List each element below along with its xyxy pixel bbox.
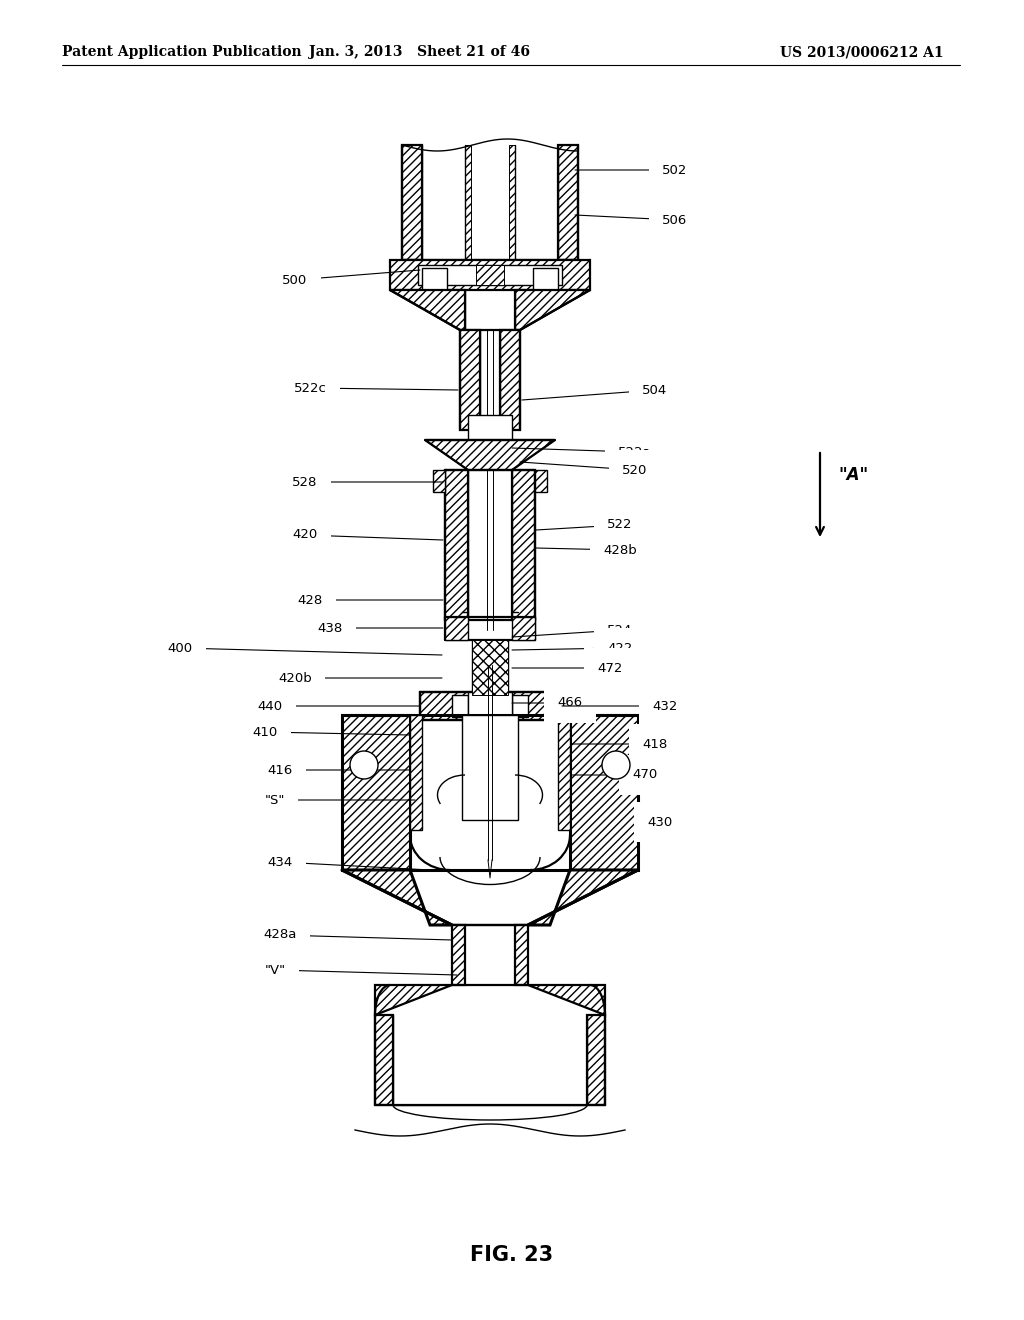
Polygon shape <box>512 616 535 640</box>
Polygon shape <box>528 870 638 925</box>
Text: 524: 524 <box>512 623 633 638</box>
Text: Patent Application Publication: Patent Application Publication <box>62 45 302 59</box>
Polygon shape <box>445 616 468 640</box>
Text: 434: 434 <box>267 855 430 870</box>
Polygon shape <box>468 692 512 719</box>
Text: 440: 440 <box>257 700 420 713</box>
Text: FIG. 23: FIG. 23 <box>470 1245 554 1265</box>
Polygon shape <box>558 145 578 260</box>
Polygon shape <box>534 268 558 290</box>
Text: 502: 502 <box>575 164 688 177</box>
Text: 432: 432 <box>562 700 678 713</box>
Text: "S": "S" <box>265 793 415 807</box>
Text: "A": "A" <box>838 466 868 484</box>
Polygon shape <box>528 985 605 1015</box>
Text: 400: 400 <box>168 642 442 655</box>
Circle shape <box>602 751 630 779</box>
Polygon shape <box>342 715 410 870</box>
Polygon shape <box>433 470 445 492</box>
Text: 420: 420 <box>293 528 443 541</box>
Polygon shape <box>460 330 480 430</box>
Text: 416: 416 <box>267 763 410 776</box>
Text: 522c: 522c <box>294 381 458 395</box>
Polygon shape <box>500 330 520 430</box>
Polygon shape <box>476 265 504 285</box>
Circle shape <box>350 751 378 779</box>
Polygon shape <box>375 985 452 1015</box>
Text: 504: 504 <box>522 384 668 400</box>
Text: 506: 506 <box>575 214 688 227</box>
Polygon shape <box>418 265 562 285</box>
Text: 428b: 428b <box>536 544 637 557</box>
Polygon shape <box>468 414 512 440</box>
Polygon shape <box>512 470 535 620</box>
Polygon shape <box>390 290 465 330</box>
Text: US 2013/0006212 A1: US 2013/0006212 A1 <box>780 45 944 59</box>
Polygon shape <box>452 696 468 717</box>
Polygon shape <box>420 692 560 719</box>
Text: 418: 418 <box>572 738 668 751</box>
Text: Jan. 3, 2013   Sheet 21 of 46: Jan. 3, 2013 Sheet 21 of 46 <box>309 45 530 59</box>
Text: 520: 520 <box>520 462 648 477</box>
Text: 422: 422 <box>512 642 633 655</box>
Polygon shape <box>587 1015 605 1105</box>
Polygon shape <box>422 268 447 290</box>
Text: 420b: 420b <box>279 672 442 685</box>
Text: "V": "V" <box>264 964 457 977</box>
Text: 528: 528 <box>292 475 443 488</box>
Polygon shape <box>342 870 452 925</box>
Polygon shape <box>472 640 508 696</box>
Polygon shape <box>410 715 422 830</box>
Polygon shape <box>570 715 638 870</box>
Text: 428: 428 <box>297 594 443 606</box>
Polygon shape <box>402 145 422 260</box>
Text: 410: 410 <box>252 726 410 738</box>
Polygon shape <box>462 715 518 820</box>
Polygon shape <box>390 260 590 290</box>
Polygon shape <box>515 925 528 985</box>
Polygon shape <box>558 715 570 830</box>
Text: 522: 522 <box>536 519 633 532</box>
Text: 430: 430 <box>638 816 673 829</box>
Polygon shape <box>452 925 465 985</box>
Text: 438: 438 <box>317 622 443 635</box>
Polygon shape <box>515 290 590 330</box>
Text: 472: 472 <box>512 661 623 675</box>
Text: 470: 470 <box>572 768 657 781</box>
Text: 522a: 522a <box>512 446 652 458</box>
Polygon shape <box>512 696 528 717</box>
Polygon shape <box>375 1015 393 1105</box>
Polygon shape <box>465 145 471 260</box>
Text: 466: 466 <box>512 697 583 710</box>
Text: 428a: 428a <box>263 928 452 941</box>
Polygon shape <box>445 470 468 620</box>
Polygon shape <box>535 470 547 492</box>
Text: 500: 500 <box>283 271 420 286</box>
Polygon shape <box>509 145 515 260</box>
Polygon shape <box>425 440 555 470</box>
